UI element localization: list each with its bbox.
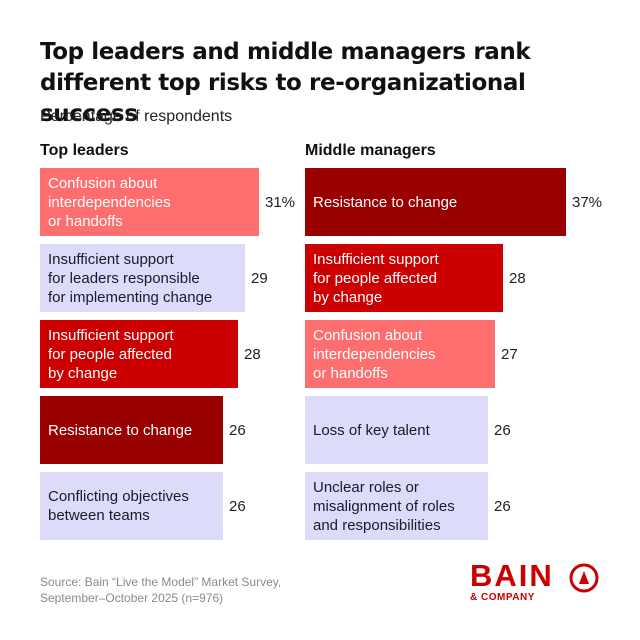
bar: Resistance to change [40, 396, 223, 464]
bain-logo: BAIN & COMPANY [470, 560, 600, 606]
bar: Conflicting objectives between teams [40, 472, 223, 540]
panel-title-middle-managers: Middle managers [305, 142, 436, 159]
bar-value-label: 26 [229, 421, 246, 439]
bar-value-label: 27 [501, 345, 518, 363]
bar-value-label: 37% [572, 193, 603, 211]
bar: Resistance to change [305, 168, 566, 236]
top-leaders-bars: Confusion about interdependencies or han… [40, 168, 300, 548]
bar-label: Loss of key talent [313, 421, 430, 439]
chart-subtitle: Percentage of respondents [40, 108, 233, 125]
bain-circle-arrow-icon [569, 563, 599, 593]
bar-label: Insufficient support for people affected… [48, 326, 174, 382]
bar-value-label: 31% [265, 193, 296, 211]
logo-wordmark: BAIN [470, 558, 554, 593]
bar-label: Unclear roles or misalignment of roles a… [313, 478, 455, 534]
bar: Insufficient support for leaders respons… [40, 244, 245, 312]
middle-managers-panel: Middle managers Resistance to change 37% I… [305, 140, 602, 548]
bar-label: Confusion about interdependencies or han… [48, 174, 171, 230]
bar-label: Conflicting objectives between teams [48, 488, 189, 524]
bar-label: Insufficient support for people affected… [313, 250, 439, 306]
bar-label: Resistance to change [313, 193, 458, 211]
bar: Confusion about interdependencies or han… [305, 320, 495, 388]
bar-value-label: 26 [229, 497, 246, 515]
bar-value-label: 28 [509, 269, 526, 287]
logo-subtitle: & COMPANY [470, 592, 535, 603]
chart-title: Top leaders and middle managers rank dif… [40, 39, 531, 127]
source-line-2: September–October 2025 (n=976) [40, 591, 224, 605]
middle-managers-bars: Resistance to change 37% Insufficient supp… [305, 168, 602, 548]
top-leaders-panel: Top leaders Confusion about interdepende… [40, 140, 300, 548]
bar-value-label: 29 [251, 269, 268, 287]
bar: Insufficient support for people affected… [305, 244, 503, 312]
bar-value-label: 26 [494, 497, 511, 515]
bar: Unclear roles or misalignment of roles a… [305, 472, 488, 540]
bar: Confusion about interdependencies or han… [40, 168, 259, 236]
bar-label: Confusion about interdependencies or han… [313, 326, 436, 382]
bar: Loss of key talent [305, 396, 488, 464]
source-note: Source: Bain “Live the Model” Market Sur… [40, 574, 281, 606]
source-line-1: Source: Bain “Live the Model” Market Sur… [40, 575, 282, 589]
panel-title-top-leaders: Top leaders [40, 142, 129, 159]
bar-value-label: 26 [494, 421, 511, 439]
bar: Insufficient support for people affected… [40, 320, 238, 388]
bar-label: Resistance to change [48, 421, 193, 439]
bar-value-label: 28 [244, 345, 261, 363]
bar-label: Insufficient support for leaders respons… [48, 250, 213, 306]
